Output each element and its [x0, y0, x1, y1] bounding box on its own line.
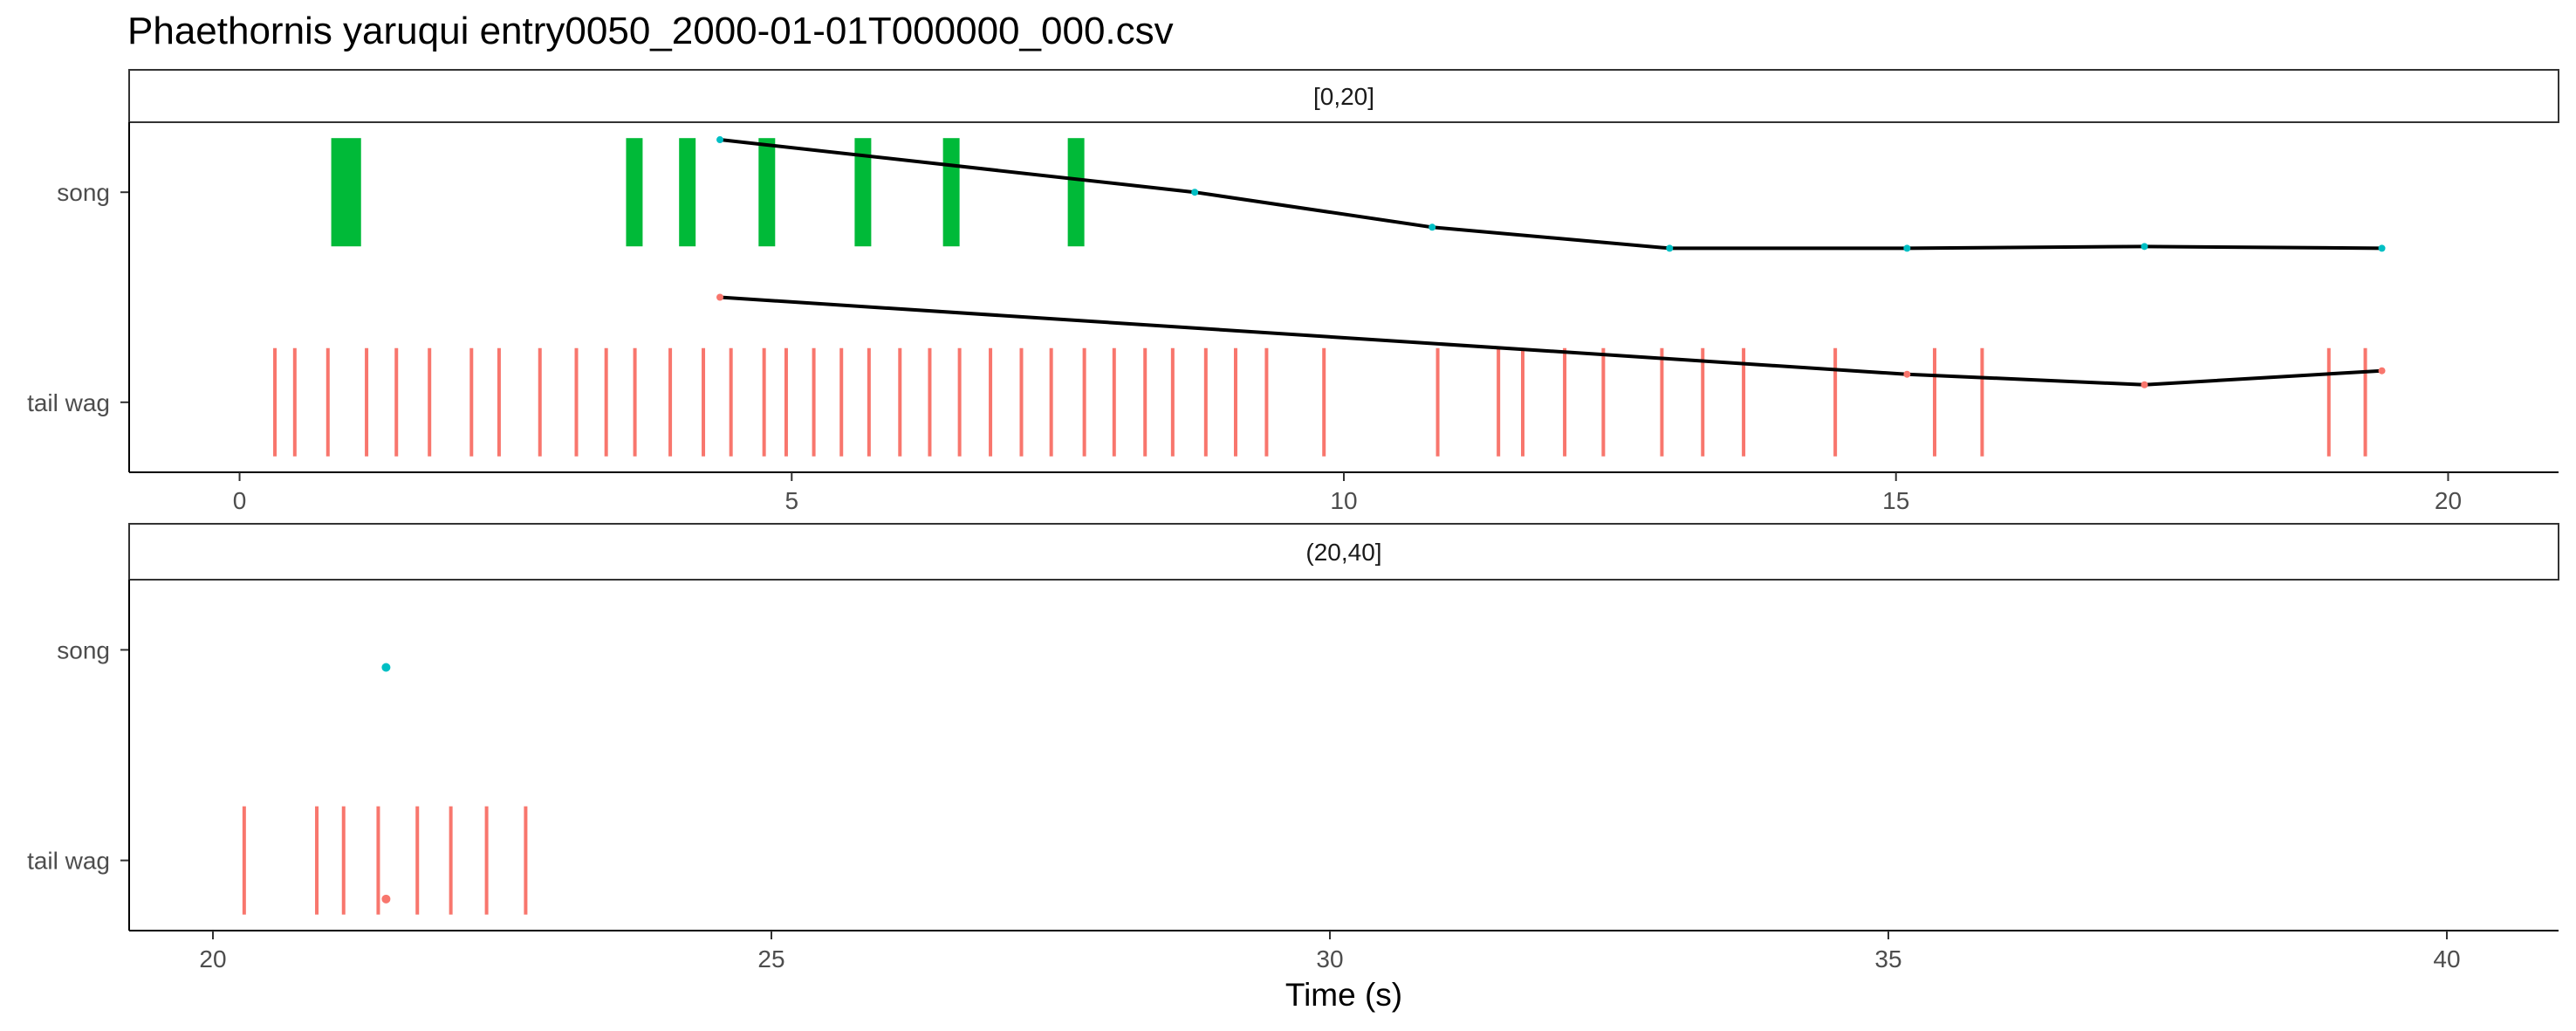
facet-strip	[128, 523, 2559, 581]
song-point	[381, 663, 391, 672]
song-trend-point	[1666, 244, 1674, 252]
x-tick-label: 15	[1882, 487, 1909, 514]
x-tick-label: 35	[1874, 945, 1901, 973]
facet-strip	[128, 69, 2559, 123]
x-tick-label: 10	[1330, 487, 1357, 514]
tail-wag-trend-point	[1903, 370, 1911, 378]
song-trend-point	[2141, 243, 2148, 251]
song-trend-point	[1191, 189, 1199, 196]
song-trend-point	[716, 136, 724, 144]
song-trend-line	[719, 138, 2382, 251]
song-trend-point	[2378, 244, 2386, 252]
x-tick-label: 0	[233, 487, 247, 514]
x-tick-label: 20	[2435, 487, 2462, 514]
y-tick-label: song	[57, 179, 110, 206]
song-segment	[758, 138, 776, 247]
facet-strip-label: [0,20]	[1313, 83, 1374, 110]
chart-title: Phaethornis yaruqui entry0050_2000-01-01…	[127, 10, 1174, 52]
song-segment	[854, 138, 872, 247]
y-tick-label: song	[57, 636, 110, 663]
x-axis-title: Time (s)	[1285, 977, 1402, 1013]
tail-wag-trend-line	[719, 295, 2382, 387]
song-trend-point	[1903, 244, 1911, 252]
x-tick-label: 25	[757, 945, 784, 973]
tail-wag-point	[381, 894, 391, 904]
y-tick-label: tail wag	[27, 848, 110, 875]
song-segment	[942, 138, 960, 247]
x-tick-label: 30	[1316, 945, 1343, 973]
tail-wag-trend-point	[2378, 367, 2386, 375]
facet-panel-1: [0,20] song tail wag 0 5 10 15 20	[27, 69, 2559, 514]
song-segment	[1067, 138, 1085, 247]
x-tick-label: 40	[2433, 945, 2460, 973]
song-trend-point	[1428, 223, 1436, 231]
tail-wag-trend-point	[2141, 381, 2148, 388]
song-segment	[331, 138, 361, 247]
y-tick-label: tail wag	[27, 389, 110, 416]
x-tick-label: 5	[784, 487, 798, 514]
song-segment	[679, 138, 696, 247]
facet-panels: [0,20] song tail wag 0 5 10 15 20 (20,40] song tai…	[27, 69, 2559, 973]
facet-strip-label: (20,40]	[1305, 539, 1381, 566]
x-tick-label: 20	[199, 945, 226, 973]
facet-panel-2: (20,40] song tail wag 20 25 30 35 40	[27, 523, 2559, 973]
tail-wag-trend-point	[716, 293, 724, 301]
song-segment	[626, 138, 643, 247]
